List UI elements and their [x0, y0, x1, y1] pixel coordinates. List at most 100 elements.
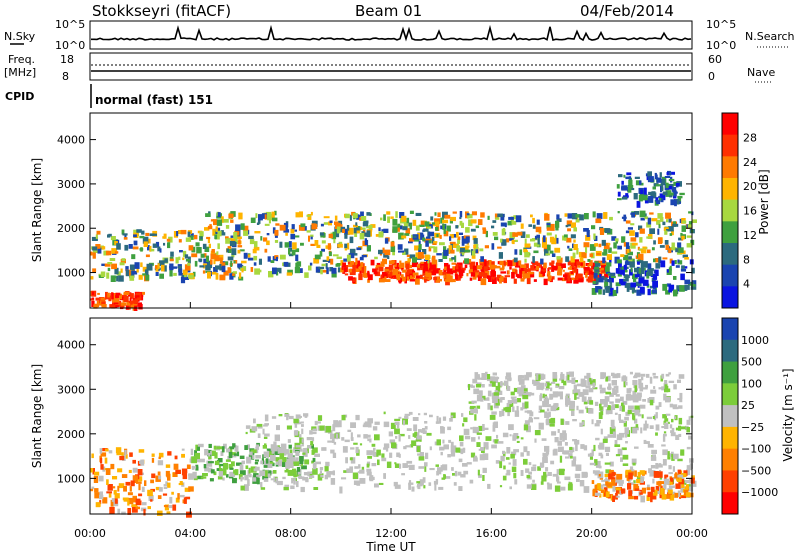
scatter-cell: [412, 272, 419, 276]
scatter-cell: [688, 221, 693, 226]
scatter-cell: [564, 213, 568, 217]
scatter-cell: [227, 267, 231, 273]
scatter-cell: [475, 426, 479, 434]
scatter-cell: [155, 265, 158, 269]
scatter-cell: [685, 492, 691, 498]
scatter-cell: [182, 250, 187, 257]
scatter-cell: [184, 254, 189, 259]
scatter-cell: [660, 178, 666, 186]
colorbar-tick-label: 8: [743, 253, 750, 266]
scatter-cell: [551, 253, 556, 257]
scatter-cell: [573, 244, 578, 251]
scatter-cell: [411, 440, 417, 446]
scatter-cell: [550, 460, 555, 465]
scatter-cell: [517, 390, 523, 393]
scatter-cell: [465, 245, 470, 248]
scatter-cell: [159, 248, 162, 253]
scatter-cell: [442, 224, 445, 230]
colorbar-segment: [722, 383, 738, 406]
scatter-cell: [678, 374, 685, 379]
scatter-cell: [228, 447, 233, 453]
scatter-cell: [669, 233, 673, 236]
scatter-cell: [91, 486, 95, 490]
scatter-cell: [121, 229, 125, 235]
scatter-cell: [449, 258, 453, 262]
scatter-cell: [345, 457, 348, 464]
scatter-cell: [197, 446, 200, 451]
scatter-cell: [349, 248, 356, 254]
scatter-cell: [598, 474, 601, 477]
scatter-cell: [452, 267, 457, 273]
scatter-cell: [627, 409, 632, 415]
scatter-cell: [408, 464, 415, 470]
scatter-cell: [498, 252, 503, 259]
scatter-cell: [562, 430, 567, 436]
scatter-cell: [274, 210, 277, 216]
scatter-cell: [664, 474, 669, 478]
scatter-cell: [669, 192, 674, 196]
scatter-cell: [510, 391, 515, 396]
scatter-cell: [191, 456, 197, 464]
nsky-tick-top: 10^5: [55, 18, 85, 31]
scatter-cell: [116, 452, 123, 456]
scatter-cell: [210, 259, 213, 265]
scatter-cell: [600, 399, 606, 405]
scatter-cell: [401, 274, 404, 280]
scatter-cell: [422, 477, 426, 483]
scatter-cell: [285, 232, 288, 236]
scatter-cell: [570, 222, 576, 228]
scatter-cell: [590, 380, 596, 385]
scatter-cell: [478, 390, 483, 396]
scatter-cell: [479, 248, 484, 252]
scatter-cell: [409, 271, 416, 277]
scatter-cell: [625, 394, 631, 401]
scatter-cell: [686, 243, 693, 248]
scatter-cell: [617, 245, 622, 250]
scatter-cell: [430, 264, 436, 270]
scatter-cell: [544, 213, 550, 221]
scatter-cell: [413, 235, 417, 238]
scatter-cell: [667, 183, 674, 188]
scatter-cell: [620, 254, 625, 257]
scatter-cell: [372, 426, 378, 431]
scatter-cell: [403, 420, 406, 426]
scatter-cell: [680, 268, 687, 272]
scatter-cell: [645, 384, 648, 388]
scatter-cell: [344, 248, 348, 251]
scatter-cell: [295, 414, 301, 419]
scatter-cell: [472, 265, 478, 272]
scatter-cell: [573, 227, 577, 232]
scatter-cell: [248, 235, 254, 240]
scatter-cell: [490, 405, 493, 411]
scatter-cell: [190, 448, 194, 456]
scatter-cell: [584, 267, 590, 271]
scatter-cell: [352, 278, 357, 282]
scatter-cell: [140, 459, 145, 466]
scatter-cell: [493, 421, 498, 428]
scatter-cell: [281, 461, 287, 467]
scatter-cell: [378, 231, 384, 238]
scatter-cell: [636, 266, 640, 274]
scatter-cell: [104, 296, 111, 300]
scatter-cell: [620, 396, 624, 402]
scatter-cell: [651, 449, 657, 454]
scatter-cell: [460, 448, 464, 455]
scatter-cell: [634, 409, 640, 416]
scatter-cell: [179, 494, 185, 498]
scatter-cell: [142, 236, 149, 244]
scatter-cell: [275, 448, 280, 455]
scatter-cell: [621, 185, 628, 191]
scatter-cell: [620, 269, 623, 275]
scatter-cell: [567, 374, 570, 381]
scatter-cell: [188, 486, 194, 492]
scatter-cell: [150, 248, 155, 252]
scatter-cell: [100, 271, 106, 277]
scatter-cell: [491, 444, 497, 449]
scatter-cell: [207, 260, 212, 268]
scatter-cell: [526, 484, 532, 489]
scatter-cell: [444, 264, 447, 271]
scatter-cell: [621, 180, 624, 185]
scatter-cell: [288, 248, 291, 255]
scatter-cell: [98, 475, 104, 482]
xtick-label: 04:00: [174, 527, 206, 540]
